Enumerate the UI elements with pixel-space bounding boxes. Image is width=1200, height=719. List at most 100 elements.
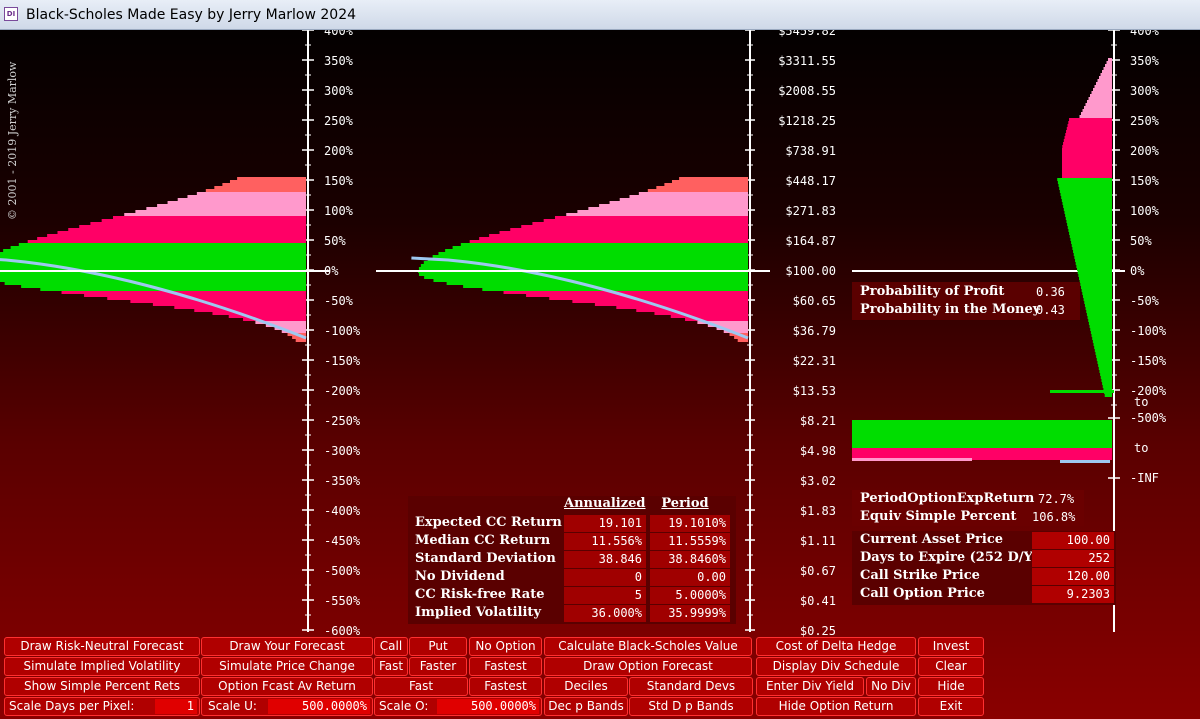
center-distribution-bin <box>588 207 748 210</box>
right-axis-tick-label: 50% <box>1130 234 1152 248</box>
scale-o-value[interactable]: 500.0000% <box>437 699 539 714</box>
button-deciles[interactable]: Deciles <box>544 677 628 696</box>
center-distribution-bin <box>716 327 748 330</box>
stat-annualized-value: 19.101 <box>564 515 646 532</box>
stat-label: Median CC Return <box>415 533 551 548</box>
button-simulate-implied-volatility[interactable]: Simulate Implied Volatility <box>4 657 200 676</box>
option-return-bin <box>1091 334 1112 337</box>
center-distribution-bin <box>418 267 748 270</box>
button-no-option[interactable]: No Option <box>469 637 542 656</box>
option-return-bin <box>1062 151 1112 154</box>
button-option-fcast-av-return[interactable]: Option Fcast Av Return <box>201 677 373 696</box>
hide-option-return-button[interactable]: Hide Option Return <box>756 697 916 716</box>
option-return-bin <box>1096 355 1112 358</box>
period-option-return-value: 72.7% <box>1038 492 1075 506</box>
left-distribution-bin <box>130 300 306 303</box>
left-distribution-bin <box>79 225 307 228</box>
left-axis-tick-label: -450% <box>324 534 361 548</box>
button-standard-devs[interactable]: Standard Devs <box>629 677 753 696</box>
option-return-bin <box>1096 358 1112 361</box>
button-simulate-price-change[interactable]: Simulate Price Change <box>201 657 373 676</box>
exit-button[interactable]: Exit <box>918 697 984 716</box>
scale-u-value[interactable]: 500.0000% <box>268 699 370 714</box>
input-value-field[interactable]: 120.00 <box>1032 568 1114 585</box>
probability-profit-value: 0.36 <box>1036 285 1065 299</box>
input-value-field[interactable]: 9.2303 <box>1032 586 1114 603</box>
dec-p-bands-button[interactable]: Dec p Bands <box>544 697 628 716</box>
button-cost-of-delta-hedge[interactable]: Cost of Delta Hedge <box>756 637 916 656</box>
center-distribution-bin <box>521 225 748 228</box>
button-invest[interactable]: Invest <box>918 637 984 656</box>
button-fastest[interactable]: Fastest <box>469 677 542 696</box>
stat-annualized-value: 36.000% <box>564 605 646 622</box>
scale-u-label: Scale U: <box>208 699 257 713</box>
left-distribution-bin <box>187 195 306 198</box>
option-return-bin <box>1062 160 1112 163</box>
center-distribution-bin <box>433 279 748 282</box>
option-return-bin <box>1065 133 1112 136</box>
button-draw-risk-neutral-forecast[interactable]: Draw Risk-Neutral Forecast <box>4 637 200 656</box>
center-distribution-bin <box>452 246 748 249</box>
scale-days-control[interactable]: Scale Days per Pixel: 1 <box>4 697 200 716</box>
scale-u-control[interactable]: Scale U: 500.0000% <box>201 697 373 716</box>
option-return-bin <box>1063 142 1112 145</box>
option-return-bin <box>1075 262 1112 265</box>
input-value-field[interactable]: 100.00 <box>1032 532 1114 549</box>
left-distribution-bin <box>152 303 306 306</box>
option-return-bin <box>1057 178 1112 181</box>
option-return-bin <box>1062 172 1112 175</box>
left-distribution-bin <box>101 219 306 222</box>
scale-o-control[interactable]: Scale O: 500.0000% <box>374 697 542 716</box>
left-distribution-bin <box>295 339 306 342</box>
stat-annualized-value: 38.846 <box>564 551 646 568</box>
input-value-field[interactable]: 252 <box>1032 550 1114 567</box>
button-draw-option-forecast[interactable]: Draw Option Forecast <box>544 657 752 676</box>
input-label: Current Asset Price <box>860 532 1004 547</box>
app-icon: DI <box>4 7 18 21</box>
left-axis-tick-label: 350% <box>324 54 354 68</box>
center-distribution-bin <box>629 195 748 198</box>
stat-label: No Dividend <box>415 569 505 584</box>
option-return-bin <box>1108 58 1112 61</box>
button-enter-div-yield[interactable]: Enter Div Yield <box>756 677 864 696</box>
button-call[interactable]: Call <box>374 637 408 656</box>
option-return-bin <box>1090 328 1112 331</box>
button-faster[interactable]: Faster <box>409 657 467 676</box>
center-distribution-bin <box>469 240 748 243</box>
option-return-bin <box>1083 298 1112 301</box>
right-axis-extra-label: -500% <box>1130 411 1167 425</box>
option-return-bin <box>1082 292 1112 295</box>
button-clear[interactable]: Clear <box>918 657 984 676</box>
option-return-bin <box>1072 247 1112 250</box>
button-fastest[interactable]: Fastest <box>469 657 542 676</box>
center-distribution-bin <box>679 177 748 180</box>
option-return-bin <box>1097 361 1112 364</box>
button-put[interactable]: Put <box>409 637 467 656</box>
option-return-bin <box>1085 307 1112 310</box>
button-show-simple-percent-rets[interactable]: Show Simple Percent Rets <box>4 677 200 696</box>
center-distribution-bin <box>499 231 748 234</box>
option-return-bin <box>1088 97 1112 100</box>
button-draw-your-forecast[interactable]: Draw Your Forecast <box>201 637 373 656</box>
left-distribution-bin <box>228 315 306 318</box>
option-return-bin <box>1079 277 1112 280</box>
button-hide[interactable]: Hide <box>918 677 984 696</box>
button-fast[interactable]: Fast <box>374 677 468 696</box>
option-return-bin <box>1080 283 1112 286</box>
scale-days-value[interactable]: 1 <box>155 699 197 714</box>
button-calculate-black-scholes-value[interactable]: Calculate Black-Scholes Value <box>544 637 752 656</box>
center-distribution-bin <box>616 306 748 309</box>
std-d-p-bands-button[interactable]: Std D p Bands <box>629 697 753 716</box>
option-return-bin <box>1098 364 1112 367</box>
option-return-bin <box>1087 316 1112 319</box>
option-return-bin <box>1082 109 1112 112</box>
left-distribution-bin <box>177 198 306 201</box>
left-distribution-bin <box>0 255 307 258</box>
option-return-bin <box>1078 274 1112 277</box>
button-fast[interactable]: Fast <box>374 657 408 676</box>
button-no-div[interactable]: No Div <box>866 677 916 696</box>
price-axis-tick-label: $100.00 <box>785 264 836 278</box>
center-distribution-bin <box>638 192 748 195</box>
option-return-bin <box>1100 373 1112 376</box>
button-display-div-schedule[interactable]: Display Div Schedule <box>756 657 916 676</box>
